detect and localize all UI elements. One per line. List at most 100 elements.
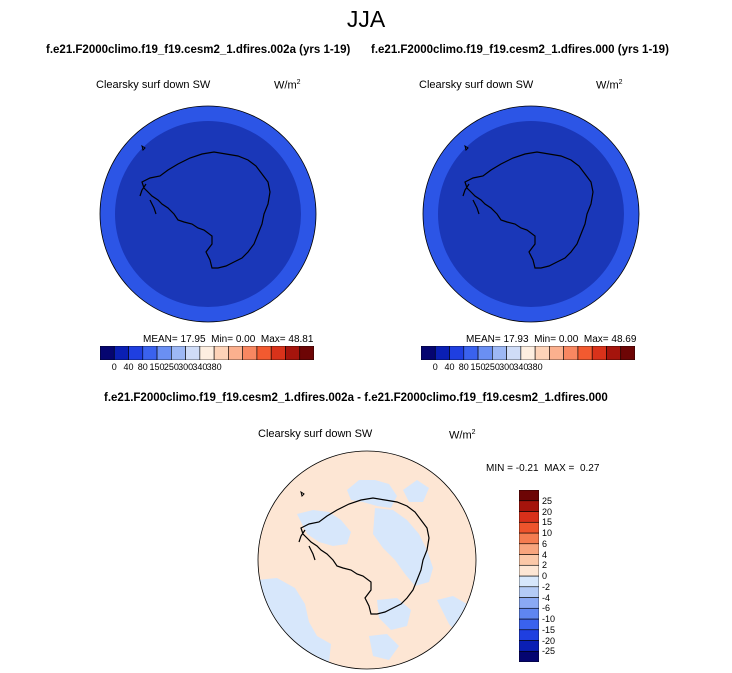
antarctica-coastline-right bbox=[462, 151, 594, 269]
colorbar-right-swatch bbox=[434, 346, 450, 360]
colorbar-left-tick-label: 0 bbox=[111, 362, 117, 372]
map-inner-disc-right bbox=[438, 121, 624, 307]
colorbar-diff-swatch bbox=[519, 554, 539, 566]
units-label-left: W/m2 bbox=[274, 79, 301, 92]
colorbar-right-swatch bbox=[421, 346, 436, 360]
colorbar-diff-swatch bbox=[519, 618, 539, 631]
colorbar-right-tick-label: 0 bbox=[432, 362, 438, 372]
colorbar-right-tick-label: 250 bbox=[484, 362, 500, 372]
colorbar-right-tick-label: 150 bbox=[470, 362, 486, 372]
colorbar-left-tick-label: 80 bbox=[137, 362, 148, 372]
colorbar-right bbox=[421, 346, 635, 360]
colorbar-diff-tick-label: -15 bbox=[542, 624, 556, 635]
colorbar-right-swatch bbox=[463, 346, 479, 360]
colorbar-right-swatch bbox=[534, 346, 550, 360]
colorbar-diff-swatch bbox=[519, 607, 539, 620]
stats-left: MEAN= 17.95 Min= 0.00 Max= 48.81 bbox=[143, 334, 314, 345]
colorbar-right-tick-label: 380 bbox=[527, 362, 543, 372]
field-label-left: Clearsky surf down SW bbox=[96, 79, 211, 91]
stats-diff: MIN = -0.21 MAX = 0.27 bbox=[486, 463, 600, 474]
colorbar-diff-tick-label: 4 bbox=[542, 549, 548, 560]
colorbar-right-swatch bbox=[606, 346, 622, 360]
colorbar-diff-swatch bbox=[519, 511, 539, 523]
colorbar-diff-tick-label: 20 bbox=[542, 506, 553, 517]
colorbar-diff-swatch bbox=[519, 575, 539, 588]
colorbar-diff-tick-label: -4 bbox=[542, 592, 551, 603]
colorbar-right-swatch bbox=[577, 346, 593, 360]
colorbar-left-swatch bbox=[100, 346, 115, 360]
diff-title: f.e21.F2000climo.f19_f19.cesm2_1.dfires.… bbox=[104, 392, 608, 404]
colorbar-diff-swatch bbox=[519, 629, 539, 641]
colorbar-diff-swatch bbox=[519, 521, 539, 534]
polar-map-left bbox=[99, 105, 317, 323]
colorbar-right-tick-label: 340 bbox=[513, 362, 529, 372]
colorbar-diff-swatch bbox=[519, 640, 539, 652]
colorbar-diff bbox=[519, 490, 539, 662]
colorbar-right-swatch bbox=[477, 346, 493, 360]
colorbar-left-swatch bbox=[199, 346, 215, 360]
colorbar-diff-tick-label: 6 bbox=[542, 538, 548, 549]
colorbar-diff-swatch bbox=[519, 564, 539, 577]
colorbar-diff-tick-label: -2 bbox=[542, 581, 551, 592]
colorbar-left-tick-label: 340 bbox=[192, 362, 208, 372]
colorbar-left bbox=[100, 346, 314, 360]
diff-background bbox=[258, 451, 476, 669]
map-inner-disc-left bbox=[115, 121, 301, 307]
colorbar-left-swatch bbox=[242, 346, 258, 360]
colorbar-left-swatch bbox=[142, 346, 158, 360]
polar-map-right bbox=[422, 105, 640, 323]
colorbar-diff-swatch bbox=[519, 586, 539, 598]
colorbar-left-swatch bbox=[156, 346, 172, 360]
colorbar-diff-tick-label: -25 bbox=[542, 646, 556, 657]
figure-title: JJA bbox=[346, 6, 386, 32]
case-title-right: f.e21.F2000climo.f19_f19.cesm2_1.dfires.… bbox=[371, 44, 669, 56]
colorbar-diff-swatch bbox=[519, 650, 539, 662]
colorbar-right-swatch bbox=[620, 346, 635, 360]
colorbar-diff-tick-label: -6 bbox=[542, 603, 551, 614]
colorbar-right-swatch bbox=[520, 346, 536, 360]
colorbar-left-swatch bbox=[171, 346, 186, 360]
colorbar-left-swatch bbox=[213, 346, 229, 360]
colorbar-right-swatch bbox=[591, 346, 607, 360]
colorbar-right-swatch bbox=[506, 346, 522, 360]
colorbar-right-swatch bbox=[549, 346, 564, 360]
units-label-diff: W/m2 bbox=[449, 429, 476, 442]
island-diff bbox=[300, 490, 305, 497]
colorbar-right-swatch bbox=[449, 346, 465, 360]
colorbar-diff-tick-label: 10 bbox=[542, 528, 553, 538]
colorbar-diff-swatch bbox=[519, 500, 539, 512]
colorbar-left-tick-label: 40 bbox=[123, 362, 134, 372]
colorbar-left-swatch bbox=[185, 346, 201, 360]
colorbar-diff-tick-label: 2 bbox=[542, 560, 548, 571]
field-label-right: Clearsky surf down SW bbox=[419, 79, 534, 91]
stats-right: MEAN= 17.93 Min= 0.00 Max= 48.69 bbox=[466, 334, 637, 345]
colorbar-right-swatch bbox=[563, 346, 579, 360]
field-label-diff: Clearsky surf down SW bbox=[258, 428, 373, 440]
colorbar-right-tick-label: 40 bbox=[444, 362, 455, 372]
colorbar-left-ticks: 0 40 80 150 250 300 340 380 bbox=[100, 362, 314, 374]
colorbar-diff-swatch bbox=[519, 543, 539, 555]
colorbar-right-tick-label: 300 bbox=[499, 362, 515, 372]
colorbar-diff-tick-label: 15 bbox=[542, 517, 553, 528]
colorbar-diff-swatch bbox=[519, 532, 539, 545]
colorbar-left-swatch bbox=[285, 346, 301, 360]
colorbar-left-swatch bbox=[228, 346, 243, 360]
colorbar-left-tick-label: 150 bbox=[149, 362, 165, 372]
colorbar-right-ticks: 0 40 80 150 250 300 340 380 bbox=[421, 362, 635, 374]
colorbar-diff-ticks: -25 -20 -15 -10 -6 -4 -2 0 2 4 6 10 15 20 25 bbox=[542, 490, 572, 662]
colorbar-left-swatch bbox=[299, 346, 314, 360]
colorbar-diff-tick-label: 0 bbox=[542, 571, 548, 581]
colorbar-left-tick-label: 250 bbox=[163, 362, 179, 372]
colorbar-left-swatch bbox=[256, 346, 272, 360]
colorbar-right-swatch bbox=[492, 346, 507, 360]
units-label-right: W/m2 bbox=[596, 79, 623, 92]
colorbar-left-swatch bbox=[113, 346, 129, 360]
colorbar-diff-tick-label: -20 bbox=[542, 635, 556, 646]
polar-map-diff bbox=[257, 450, 477, 670]
colorbar-diff-tick-label: -10 bbox=[542, 614, 556, 624]
colorbar-left-swatch bbox=[128, 346, 144, 360]
colorbar-diff-swatch bbox=[519, 490, 539, 502]
island-right bbox=[464, 144, 469, 151]
colorbar-left-tick-label: 300 bbox=[178, 362, 194, 372]
island-left bbox=[141, 144, 146, 151]
